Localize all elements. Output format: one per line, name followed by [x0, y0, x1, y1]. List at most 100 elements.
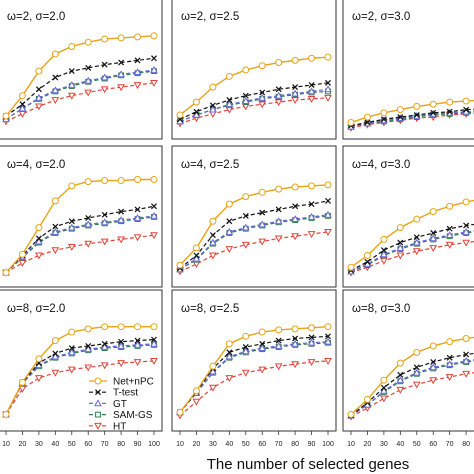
- panel: ω=4, σ=3.0: [342, 145, 474, 288]
- series-line: [5, 35, 155, 117]
- data-point: [380, 116, 387, 123]
- series-line: [179, 360, 329, 416]
- data-point: [242, 92, 249, 99]
- data-point: [429, 377, 438, 385]
- data-point: [307, 212, 316, 220]
- data-point: [325, 197, 331, 204]
- series-line: [5, 338, 155, 415]
- data-point: [84, 178, 92, 186]
- x-tick-label: 20: [19, 441, 27, 448]
- data-point: [35, 375, 43, 383]
- x-tick-label: 30: [380, 441, 388, 448]
- data-point: [51, 227, 60, 235]
- data-point-stroke: [52, 350, 59, 357]
- data-point: [291, 56, 299, 64]
- data-point: [209, 105, 217, 113]
- data-point: [67, 348, 76, 356]
- data-point: [324, 94, 332, 102]
- series-net-npc: [2, 32, 158, 120]
- data-point: [35, 224, 43, 232]
- data-point: [397, 114, 404, 121]
- legend-label: SAM-GS: [113, 410, 153, 421]
- data-point: [84, 76, 93, 84]
- series-line: [350, 230, 474, 273]
- legend-marker: [94, 399, 102, 407]
- data-point: [380, 235, 388, 243]
- data-point: [347, 118, 355, 126]
- data-point: [445, 374, 454, 382]
- data-point-stroke: [275, 86, 282, 93]
- data-point: [150, 232, 158, 240]
- data-point: [18, 385, 27, 393]
- data-point-stroke: [101, 61, 108, 68]
- data-point: [380, 384, 387, 391]
- data-point-stroke: [134, 206, 141, 213]
- data-point-stroke: [101, 211, 108, 218]
- data-point: [18, 104, 27, 112]
- data-point: [446, 225, 453, 232]
- data-point: [52, 74, 59, 81]
- data-point: [209, 102, 216, 109]
- data-point: [133, 82, 142, 90]
- data-point: [51, 86, 60, 94]
- data-point: [192, 387, 200, 395]
- data-point: [209, 252, 217, 260]
- data-point: [291, 215, 299, 222]
- data-point: [51, 247, 60, 255]
- data-point: [413, 348, 421, 356]
- data-point: [226, 349, 233, 356]
- series-net-npc: [2, 323, 158, 418]
- data-point: [308, 334, 315, 341]
- data-point-stroke: [430, 230, 437, 236]
- data-point: [413, 111, 420, 118]
- data-point-stroke: [68, 68, 75, 75]
- data-point: [291, 183, 299, 191]
- data-point: [68, 218, 75, 225]
- data-point: [68, 182, 76, 190]
- data-point: [85, 64, 92, 71]
- legend-marker: [95, 389, 101, 396]
- series-line: [5, 215, 155, 274]
- data-point-stroke: [275, 206, 282, 213]
- data-point: [68, 42, 76, 50]
- legend-label: GT: [113, 399, 127, 410]
- data-point: [100, 73, 109, 81]
- data-point: [84, 38, 92, 46]
- data-point: [412, 381, 421, 389]
- data-point: [117, 236, 125, 244]
- data-point: [380, 386, 388, 394]
- data-point: [51, 369, 60, 377]
- data-point-stroke: [325, 333, 331, 340]
- panel-title: ω=2, σ=2.0: [7, 11, 65, 23]
- data-point: [380, 250, 388, 258]
- data-point: [100, 86, 109, 94]
- data-point-stroke: [242, 212, 249, 219]
- data-point: [274, 235, 283, 243]
- data-point: [259, 340, 266, 347]
- data-point: [193, 252, 200, 259]
- data-point: [275, 206, 282, 213]
- x-tick-label: 40: [396, 441, 404, 448]
- data-point: [225, 227, 234, 235]
- data-point: [347, 263, 355, 271]
- data-point: [242, 332, 250, 340]
- data-point-stroke: [430, 359, 437, 365]
- data-point: [192, 110, 201, 118]
- data-point: [259, 209, 266, 216]
- series-line: [5, 343, 155, 415]
- data-point: [134, 337, 141, 344]
- data-point: [291, 361, 299, 369]
- data-point-stroke: [259, 89, 266, 96]
- data-point: [67, 92, 76, 100]
- data-point: [18, 260, 27, 267]
- series-line: [5, 205, 155, 273]
- data-point: [396, 376, 405, 384]
- data-point: [150, 211, 158, 219]
- panel: ω=4, σ=2.5: [171, 145, 337, 288]
- data-point: [324, 323, 332, 331]
- data-point-stroke: [151, 336, 157, 343]
- data-point: [52, 223, 59, 230]
- x-tick-label: 90: [134, 441, 142, 448]
- panel-title: ω=2, σ=2.5: [181, 11, 239, 23]
- data-point: [18, 110, 27, 118]
